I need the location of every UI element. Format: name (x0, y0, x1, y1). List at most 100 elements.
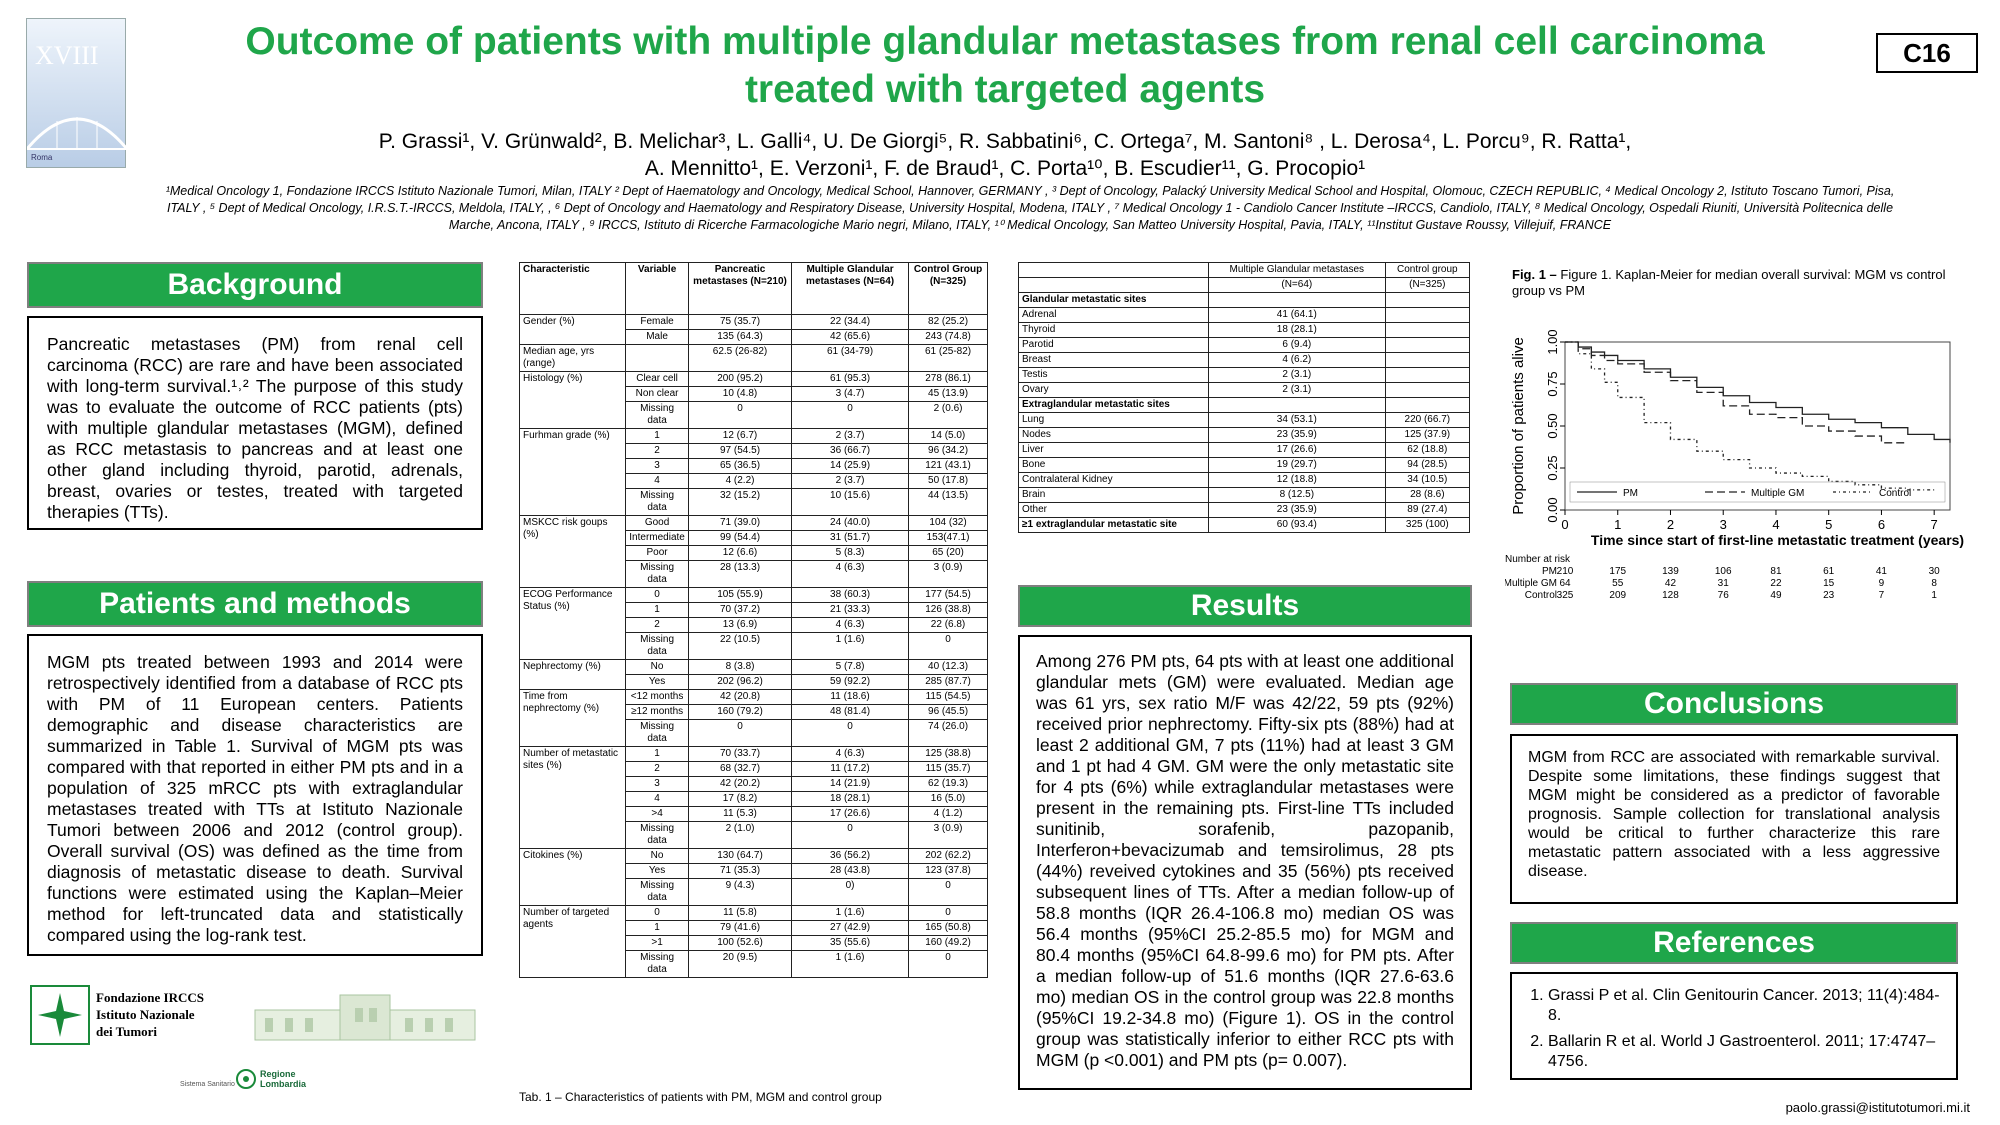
t1-cell: Clear cell (625, 371, 689, 387)
t1-characteristic: Median age, yrs (range) (518, 344, 627, 372)
t1-cell: 11 (17.2) (791, 761, 910, 777)
t2-cell: Ovary (1018, 382, 1209, 398)
risk-value: 106 (1715, 566, 1732, 577)
t1-header: Pancreatic metastases (N=210) (687, 262, 793, 315)
t2-cell: 89 (27.4) (1384, 502, 1471, 518)
x-tick-label: 4 (1772, 517, 1779, 532)
risk-value: 30 (1929, 566, 1941, 577)
affiliations: ¹Medical Oncology 1, Fondazione IRCCS Is… (165, 184, 1895, 232)
t1-row: >4 11 (5.3) 17 (26.6) 4 (1.2) (520, 806, 988, 822)
t1-cell: 20 (9.5) (687, 950, 793, 978)
t1-characteristic: Time from nephrectomy (%) (518, 689, 627, 747)
t2-cell: Lung (1018, 412, 1209, 428)
t1-cell: Male (625, 329, 689, 345)
t1-cell: 61 (95.3) (791, 371, 910, 387)
t2-cell (1384, 307, 1471, 323)
t1-cell: 5 (8.3) (791, 545, 910, 561)
t1-cell: 14 (25.9) (791, 458, 910, 474)
risk-value: 76 (1718, 590, 1730, 601)
risk-value: 42 (1665, 578, 1677, 589)
x-tick-label: 3 (1720, 517, 1727, 532)
t1-cell: 0 (687, 719, 793, 747)
plot-frame (1564, 341, 1951, 511)
t1-row: Time from nephrectomy (%) <12 months 42 (2… (518, 689, 988, 747)
t1-cell: 285 (87.7) (908, 674, 988, 690)
conclusions-title: Conclusions (1510, 683, 1958, 725)
t1-cell: 1 (1.6) (791, 632, 910, 660)
title-line1: Outcome of patients with multiple glandu… (245, 20, 1765, 63)
risk-row-name: PM (1542, 566, 1557, 577)
t2-n-mgm: (N=64) (1208, 277, 1386, 293)
t2-cell: Other (1018, 502, 1209, 518)
risk-table-label: Number at risk (1505, 554, 1571, 565)
t2-row: Other 23 (35.9) 89 (27.4) (1018, 502, 1471, 518)
t1-cell: Non clear (625, 386, 689, 402)
t1-cell: 4 (6.3) (791, 560, 910, 588)
t2-cell: Adrenal (1018, 307, 1209, 323)
t1-cell: 0 (625, 905, 689, 921)
contact-email[interactable]: paolo.grassi@istitutotumori.mi.it (1785, 1100, 1970, 1115)
t2-row: Adrenal 41 (64.1) (1018, 307, 1471, 323)
t2-cell: 41 (64.1) (1208, 307, 1386, 323)
t1-characteristic: Number of metastatic sites (%) (518, 746, 627, 849)
t1-cell: 4 (625, 791, 689, 807)
t1-cell: 48 (81.4) (791, 704, 910, 720)
t1-header: Characteristic (518, 262, 627, 315)
t1-cell: 160 (49.2) (908, 935, 988, 951)
risk-value: 64 (1559, 578, 1571, 589)
t2-cell: 94 (28.5) (1384, 457, 1471, 473)
t1-cell: 2 (1.0) (687, 821, 793, 849)
t1-cell: No (625, 848, 689, 864)
t1-cell: Poor (625, 545, 689, 561)
y-tick-label: 0.25 (1545, 455, 1560, 480)
regione-logo: Sistema Sanitario Regione Lombardia (180, 1065, 320, 1097)
t1-cell: <12 months (625, 689, 689, 705)
risk-value: 210 (1557, 566, 1574, 577)
t2-cell: 23 (35.9) (1208, 427, 1386, 443)
t1-cell: 165 (50.8) (908, 920, 988, 936)
t1-characteristic: Furhman grade (%) (518, 428, 627, 516)
t1-cell: 28 (13.3) (687, 560, 793, 588)
x-tick-label: 6 (1878, 517, 1885, 532)
t1-cell: 45 (13.9) (908, 386, 988, 402)
methods-text: MGM pts treated between 1993 and 2014 we… (27, 634, 483, 956)
t1-cell: 11 (5.3) (687, 806, 793, 822)
t1-cell: 62.5 (26-82) (687, 344, 793, 372)
t1-cell: 135 (64.3) (687, 329, 793, 345)
t1-cell: 99 (54.4) (687, 530, 793, 546)
t1-cell: 1 (625, 602, 689, 618)
t2-row: Breast 4 (6.2) (1018, 352, 1471, 368)
t1-cell: 0 (908, 632, 988, 660)
t1-cell: 4 (1.2) (908, 806, 988, 822)
t1-cell: 0 (908, 878, 988, 906)
t1-characteristic: Citokines (%) (518, 848, 627, 906)
t1-cell: 70 (33.7) (687, 746, 793, 762)
t1-characteristic: ECOG Performance Status (%) (518, 587, 627, 660)
t1-row: Yes 202 (96.2) 59 (92.2) 285 (87.7) (520, 674, 988, 690)
t2-section-title: Glandular metastatic sites (1018, 292, 1209, 308)
t2-cell (1384, 382, 1471, 398)
t1-cell: 153(47.1) (908, 530, 988, 546)
t1-cell: 125 (38.8) (908, 746, 988, 762)
t1-cell: 42 (20.2) (687, 776, 793, 792)
t2-cell: Contralateral Kidney (1018, 472, 1209, 488)
t1-cell: 3 (4.7) (791, 386, 910, 402)
t1-cell: 97 (54.5) (687, 443, 793, 459)
t1-cell: 10 (4.8) (687, 386, 793, 402)
risk-value: 15 (1823, 578, 1835, 589)
t1-cell: 1 (625, 428, 689, 444)
t2-blank (1208, 292, 1386, 308)
t2-cell: Breast (1018, 352, 1209, 368)
t1-cell: 202 (96.2) (687, 674, 793, 690)
t1-cell: 65 (20) (908, 545, 988, 561)
t1-cell: 61 (34-79) (791, 344, 910, 372)
y-axis-label: Proportion of patients alive (1510, 337, 1527, 515)
risk-value: 81 (1770, 566, 1782, 577)
t1-cell: 44 (13.5) (908, 488, 988, 516)
t2-cell: 8 (12.5) (1208, 487, 1386, 503)
t1-cell: 82 (25.2) (908, 314, 988, 330)
sistema-label: Sistema Sanitario (180, 1081, 235, 1088)
t1-cell: 2 (3.7) (791, 473, 910, 489)
t1-cell: 27 (42.9) (791, 920, 910, 936)
t1-cell: 3 (625, 458, 689, 474)
